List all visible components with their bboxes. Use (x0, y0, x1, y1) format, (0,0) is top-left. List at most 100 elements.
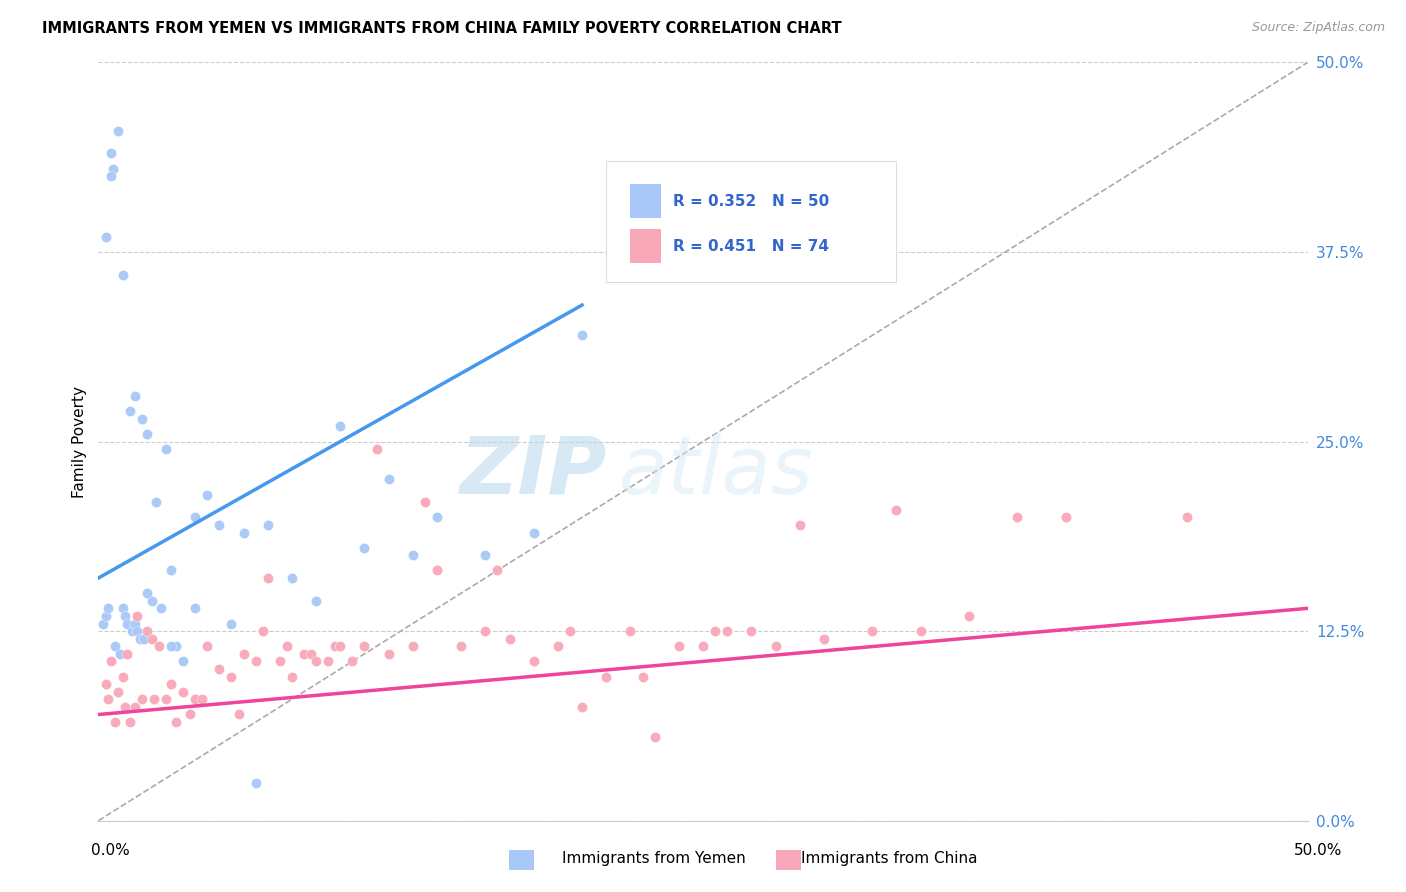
Point (402, 548, 425, 563)
Point (127, 624, 149, 639)
Text: Immigrants from Yemen: Immigrants from Yemen (562, 851, 747, 865)
Point (135, 624, 157, 639)
Text: Immigrants from China: Immigrants from China (801, 851, 979, 865)
Point (195, 487, 218, 501)
Point (413, 495, 436, 509)
Point (692, 639, 714, 653)
Point (165, 715, 187, 730)
Point (107, 123, 129, 137)
Point (208, 662, 231, 676)
Point (342, 655, 364, 669)
Point (104, 639, 127, 653)
Point (765, 639, 787, 653)
Point (172, 685, 194, 699)
Point (155, 692, 177, 706)
Bar (630, 184, 661, 218)
Point (117, 647, 139, 661)
Point (141, 632, 163, 646)
Y-axis label: Family Poverty: Family Poverty (72, 385, 87, 498)
Point (111, 669, 134, 683)
Point (558, 624, 581, 639)
Point (208, 517, 231, 532)
Point (316, 655, 339, 669)
Point (121, 624, 143, 639)
Point (160, 564, 183, 578)
FancyBboxPatch shape (606, 161, 897, 282)
Point (704, 624, 727, 639)
Point (160, 639, 183, 653)
Point (111, 268, 134, 282)
Point (523, 655, 546, 669)
Point (97, 601, 120, 615)
Point (281, 669, 304, 683)
Point (221, 616, 243, 631)
Point (232, 525, 254, 540)
Point (292, 647, 315, 661)
Point (124, 389, 146, 403)
Text: R = 0.352   N = 50: R = 0.352 N = 50 (672, 194, 830, 209)
Point (114, 608, 136, 623)
Point (228, 707, 250, 722)
Point (94, 677, 117, 691)
Point (256, 571, 278, 585)
Point (571, 699, 593, 714)
Point (150, 601, 173, 615)
Point (127, 608, 149, 623)
Point (135, 427, 157, 442)
Point (104, 715, 127, 730)
Point (128, 632, 150, 646)
Point (245, 655, 267, 669)
Point (305, 655, 328, 669)
Point (619, 624, 641, 639)
Point (221, 669, 243, 683)
Point (131, 692, 153, 706)
Point (325, 639, 347, 653)
Point (353, 639, 375, 653)
Point (450, 639, 472, 653)
Point (172, 655, 194, 669)
Point (523, 525, 546, 540)
Point (134, 632, 156, 646)
Point (547, 639, 569, 653)
Text: atlas: atlas (619, 433, 813, 511)
Text: 0.0%: 0.0% (91, 843, 131, 858)
Point (353, 541, 375, 555)
Point (281, 571, 304, 585)
Point (256, 517, 278, 532)
Point (329, 639, 352, 653)
Point (107, 685, 129, 699)
Point (118, 715, 141, 730)
Point (1054, 510, 1077, 524)
Text: R = 0.451   N = 74: R = 0.451 N = 74 (672, 239, 828, 254)
Point (111, 601, 134, 615)
Point (305, 594, 328, 608)
Point (366, 442, 388, 457)
Point (124, 616, 146, 631)
Point (91, 616, 114, 631)
Point (143, 692, 166, 706)
Point (148, 639, 170, 653)
Point (179, 707, 201, 722)
Point (191, 692, 214, 706)
Point (740, 624, 762, 639)
Point (426, 564, 449, 578)
Point (101, 161, 124, 176)
Point (141, 594, 163, 608)
Point (813, 632, 835, 646)
Point (377, 647, 399, 661)
Point (118, 404, 141, 418)
Point (124, 699, 146, 714)
Point (571, 328, 593, 343)
Point (135, 586, 157, 600)
Point (789, 517, 811, 532)
Point (184, 601, 207, 615)
Point (329, 419, 352, 434)
Point (957, 608, 980, 623)
Point (165, 639, 187, 653)
Point (195, 639, 218, 653)
Point (94, 229, 117, 244)
Point (886, 503, 908, 517)
Point (474, 624, 496, 639)
Point (910, 624, 932, 639)
Point (100, 655, 122, 669)
